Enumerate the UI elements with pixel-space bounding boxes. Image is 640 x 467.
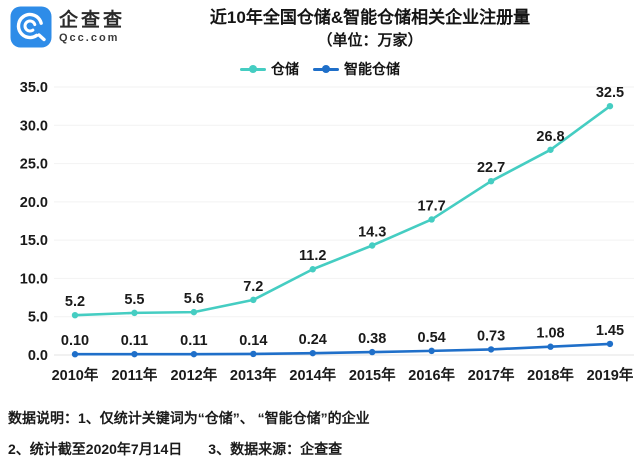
y-axis-tick: 15.0 (20, 233, 48, 249)
y-axis-tick: 35.0 (20, 80, 48, 96)
title-block: 近10年全国仓储&智能仓储相关企业注册量 （单位：万家） (120, 6, 620, 51)
legend-item-smart-warehouse: 智能仓储 (313, 59, 400, 79)
data-label: 5.5 (124, 292, 144, 308)
data-point (190, 350, 198, 358)
x-axis-tick: 2010年 (52, 366, 99, 384)
y-axis-tick: 5.0 (28, 310, 48, 326)
brand-name: 企查查 (59, 9, 126, 31)
brand-domain: Qcc.com (59, 31, 120, 44)
x-axis-tick: 2017年 (468, 366, 515, 384)
x-axis-tick: 2018年 (527, 366, 574, 384)
data-label: 11.2 (299, 248, 326, 264)
x-axis-tick: 2011年 (111, 366, 157, 384)
data-point (250, 296, 257, 304)
x-axis-tick: 2016年 (408, 366, 455, 384)
footer-note-line2-left: 2、统计截至2020年7月14日 (8, 441, 183, 457)
footer-notes: 数据说明：1、仅统计关键词为“仓储”、 “智能仓储”的企业 2、统计截至2020… (0, 397, 640, 459)
header: 企查查 Qcc.com 近10年全国仓储&智能仓储相关企业注册量 （单位：万家） (0, 0, 640, 58)
data-label: 17.7 (418, 198, 446, 214)
y-axis-tick: 20.0 (20, 195, 48, 211)
data-point (190, 308, 198, 316)
legend-label-warehouse: 仓储 (271, 61, 299, 77)
x-axis-tick: 2015年 (349, 366, 396, 384)
data-label: 32.5 (596, 85, 624, 101)
data-point (309, 349, 316, 357)
warehouse-dot-icon (249, 65, 257, 73)
footer-note-line1: 数据说明：1、仅统计关键词为“仓储”、 “智能仓储”的企业 (8, 410, 370, 426)
smart-warehouse-dot-icon (322, 65, 330, 73)
data-label: 0.10 (61, 333, 89, 349)
data-label: 0.24 (299, 332, 327, 348)
legend-label-smart-warehouse: 智能仓储 (344, 61, 400, 77)
data-label: 7.2 (243, 279, 263, 295)
data-point (487, 177, 495, 185)
data-point (606, 340, 614, 348)
line-chart: 0.0 5.0 10.0 15.0 20.0 25.0 30.0 35.0 2010年 2011年… (20, 80, 634, 384)
x-axis-tick: 2019年 (587, 366, 634, 384)
brand: 企查查 Qcc.com (10, 6, 125, 48)
data-label: 0.11 (121, 333, 148, 349)
data-point (547, 146, 554, 153)
y-axis-tick: 10.0 (20, 271, 48, 287)
x-axis-tick: 2013年 (230, 366, 277, 384)
data-label: 22.7 (477, 160, 505, 176)
footer-note-line2: 2、统计截至2020年7月14日 3、数据来源：企查查 (8, 439, 632, 459)
data-label: 1.45 (596, 323, 624, 339)
data-label: 0.14 (239, 333, 267, 349)
data-point (71, 351, 79, 358)
data-point (309, 266, 316, 273)
data-label: 1.08 (536, 326, 564, 342)
warehouse-line-marker-icon (240, 65, 266, 73)
brand-text: 企查查 Qcc.com (59, 10, 125, 45)
data-label: 0.11 (180, 333, 207, 349)
data-label: 26.8 (536, 129, 564, 145)
data-label: 0.73 (477, 328, 505, 344)
data-point (428, 216, 435, 223)
chart-title: 近10年全国仓储&智能仓储相关企业注册量 (209, 8, 531, 27)
footer-note-line2-right: 3、数据来源：企查查 (208, 441, 343, 457)
x-axis-tick: 2014年 (289, 366, 336, 384)
data-point (606, 102, 614, 110)
data-label: 0.54 (418, 330, 446, 346)
chart-legend: 仓储 智能仓储 (0, 58, 640, 80)
data-point (131, 309, 138, 317)
series-line-智能仓储 (73, 342, 612, 356)
data-label: 14.3 (358, 225, 386, 241)
data-point (369, 348, 376, 356)
data-point (71, 311, 79, 319)
y-axis-tick: 30.0 (20, 118, 48, 134)
data-label: 5.6 (184, 291, 204, 307)
y-axis-tick: 0.0 (28, 348, 48, 364)
data-point (547, 343, 554, 350)
data-point (369, 242, 376, 249)
legend-item-warehouse: 仓储 (240, 59, 299, 79)
x-axis-tick: 2012年 (170, 366, 217, 384)
data-point (131, 350, 138, 358)
smart-warehouse-line-marker-icon (313, 65, 339, 73)
qcc-logo-icon (10, 6, 52, 48)
series-line-仓储 (73, 104, 612, 317)
chart-subtitle: （单位：万家） (317, 32, 423, 49)
data-point (487, 346, 495, 353)
data-point (250, 350, 257, 358)
data-label: 5.2 (65, 294, 85, 310)
y-axis-tick: 25.0 (20, 157, 48, 173)
data-point (428, 347, 435, 355)
data-label: 0.38 (358, 331, 386, 347)
